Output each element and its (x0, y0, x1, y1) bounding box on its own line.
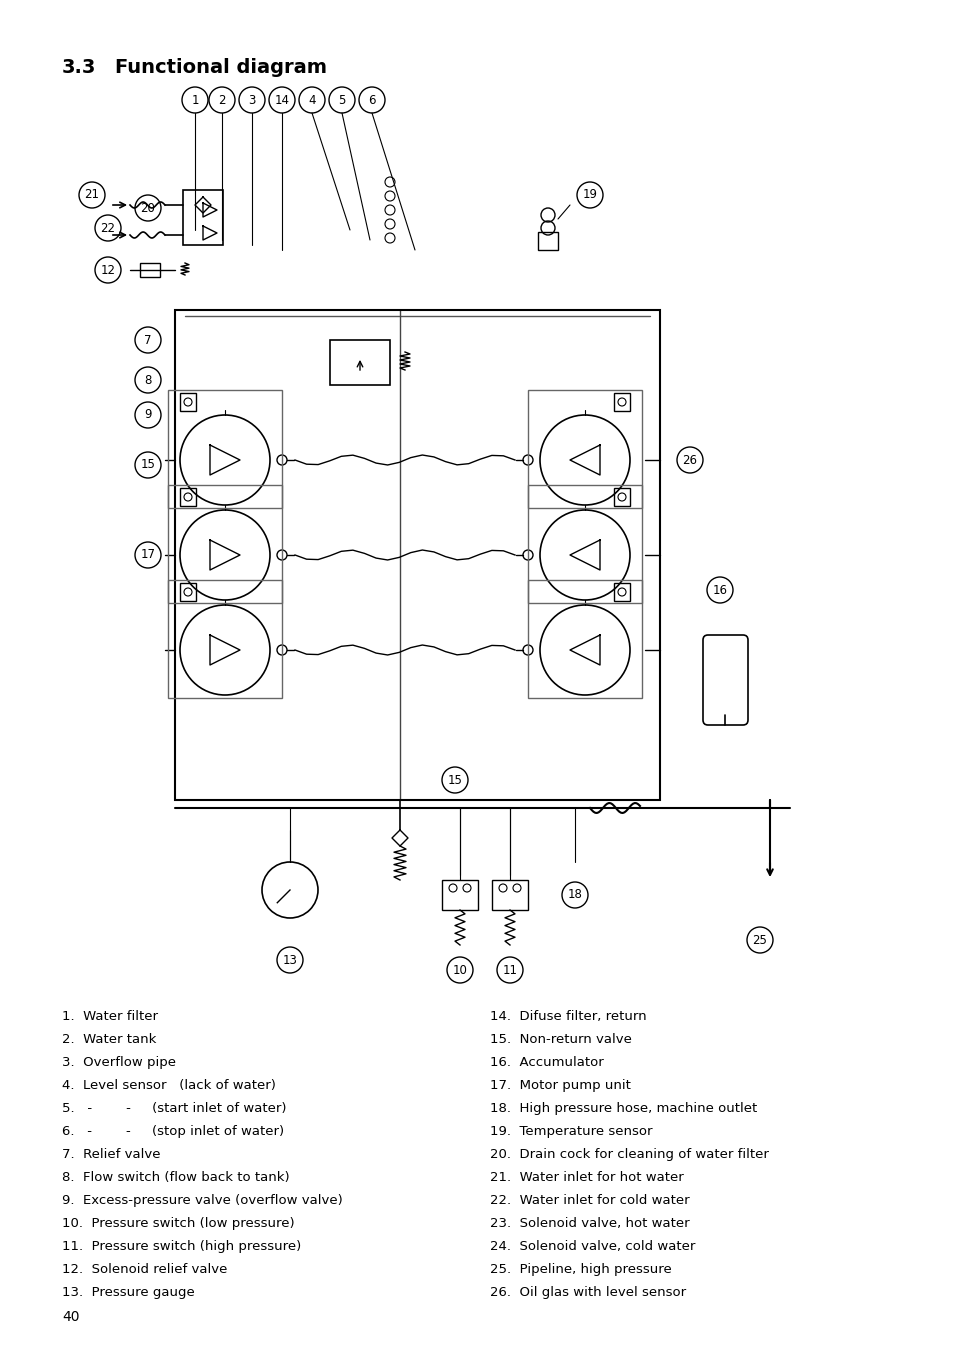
Text: 10: 10 (452, 964, 467, 976)
Bar (330, 340, 390, 385)
Text: 4: 4 (308, 93, 315, 107)
Text: 21: 21 (85, 189, 99, 201)
Bar (527, 485, 641, 603)
Text: 15: 15 (447, 774, 462, 787)
Text: 18: 18 (567, 888, 582, 902)
Text: 13: 13 (282, 953, 297, 967)
Text: 2: 2 (218, 93, 226, 107)
Text: 25: 25 (752, 933, 766, 946)
Text: 21.  Water inlet for hot water: 21. Water inlet for hot water (490, 1170, 683, 1184)
Text: 9.  Excess-pressure valve (overflow valve): 9. Excess-pressure valve (overflow valve… (62, 1193, 342, 1207)
Text: 15: 15 (140, 459, 155, 471)
Bar (492, 880, 527, 910)
Text: 19.  Temperature sensor: 19. Temperature sensor (490, 1125, 652, 1138)
Text: Functional diagram: Functional diagram (115, 58, 327, 77)
Bar (441, 880, 477, 910)
Text: 15.  Non-return valve: 15. Non-return valve (490, 1033, 631, 1046)
Text: 22: 22 (100, 221, 115, 235)
Text: 12: 12 (100, 263, 115, 277)
Text: 11: 11 (502, 964, 517, 976)
Text: 26.  Oil glas with level sensor: 26. Oil glas with level sensor (490, 1287, 685, 1299)
Text: 6: 6 (368, 93, 375, 107)
Text: 13.  Pressure gauge: 13. Pressure gauge (62, 1287, 194, 1299)
Text: 6.   -        -     (stop inlet of water): 6. - - (stop inlet of water) (62, 1125, 284, 1138)
Text: 7.  Relief valve: 7. Relief valve (62, 1148, 160, 1161)
Text: 1: 1 (191, 93, 198, 107)
Text: 18.  High pressure hose, machine outlet: 18. High pressure hose, machine outlet (490, 1102, 757, 1115)
Text: 19: 19 (582, 189, 597, 201)
Text: 24.  Solenoid valve, cold water: 24. Solenoid valve, cold water (490, 1241, 695, 1253)
Text: 14: 14 (274, 93, 289, 107)
Bar (140, 263, 160, 277)
Text: 3: 3 (248, 93, 255, 107)
Text: 12.  Solenoid relief valve: 12. Solenoid relief valve (62, 1264, 227, 1276)
Text: 20.  Drain cock for cleaning of water filter: 20. Drain cock for cleaning of water fil… (490, 1148, 768, 1161)
Text: 26: 26 (681, 454, 697, 467)
Bar (527, 580, 641, 698)
Text: 16: 16 (712, 583, 727, 597)
Text: 5: 5 (338, 93, 345, 107)
Text: 4.  Level sensor   (lack of water): 4. Level sensor (lack of water) (62, 1079, 275, 1092)
Text: 16.  Accumulator: 16. Accumulator (490, 1056, 603, 1069)
Text: 3.  Overflow pipe: 3. Overflow pipe (62, 1056, 175, 1069)
Bar (168, 390, 282, 508)
Bar (614, 583, 629, 601)
Bar (183, 190, 223, 244)
Text: 17.  Motor pump unit: 17. Motor pump unit (490, 1079, 630, 1092)
Text: 1.  Water filter: 1. Water filter (62, 1010, 158, 1023)
Bar (527, 390, 641, 508)
Bar (614, 393, 629, 410)
Text: 8: 8 (144, 374, 152, 386)
Text: 25.  Pipeline, high pressure: 25. Pipeline, high pressure (490, 1264, 671, 1276)
Text: 20: 20 (140, 201, 155, 215)
Bar (180, 487, 195, 506)
Text: 8.  Flow switch (flow back to tank): 8. Flow switch (flow back to tank) (62, 1170, 290, 1184)
Text: 23.  Solenoid valve, hot water: 23. Solenoid valve, hot water (490, 1216, 689, 1230)
Bar (537, 232, 558, 250)
Text: 10.  Pressure switch (low pressure): 10. Pressure switch (low pressure) (62, 1216, 294, 1230)
Bar (168, 580, 282, 698)
Text: 3.3: 3.3 (62, 58, 96, 77)
Text: 9: 9 (144, 409, 152, 421)
Text: 11.  Pressure switch (high pressure): 11. Pressure switch (high pressure) (62, 1241, 301, 1253)
Bar (614, 487, 629, 506)
Bar (180, 583, 195, 601)
Text: 22.  Water inlet for cold water: 22. Water inlet for cold water (490, 1193, 689, 1207)
Text: 14.  Difuse filter, return: 14. Difuse filter, return (490, 1010, 646, 1023)
Text: 2.  Water tank: 2. Water tank (62, 1033, 156, 1046)
Bar (168, 485, 282, 603)
Bar (180, 393, 195, 410)
Text: 5.   -        -     (start inlet of water): 5. - - (start inlet of water) (62, 1102, 286, 1115)
Bar (174, 310, 659, 801)
Text: 40: 40 (62, 1310, 79, 1324)
Text: 7: 7 (144, 333, 152, 347)
Text: 17: 17 (140, 548, 155, 562)
